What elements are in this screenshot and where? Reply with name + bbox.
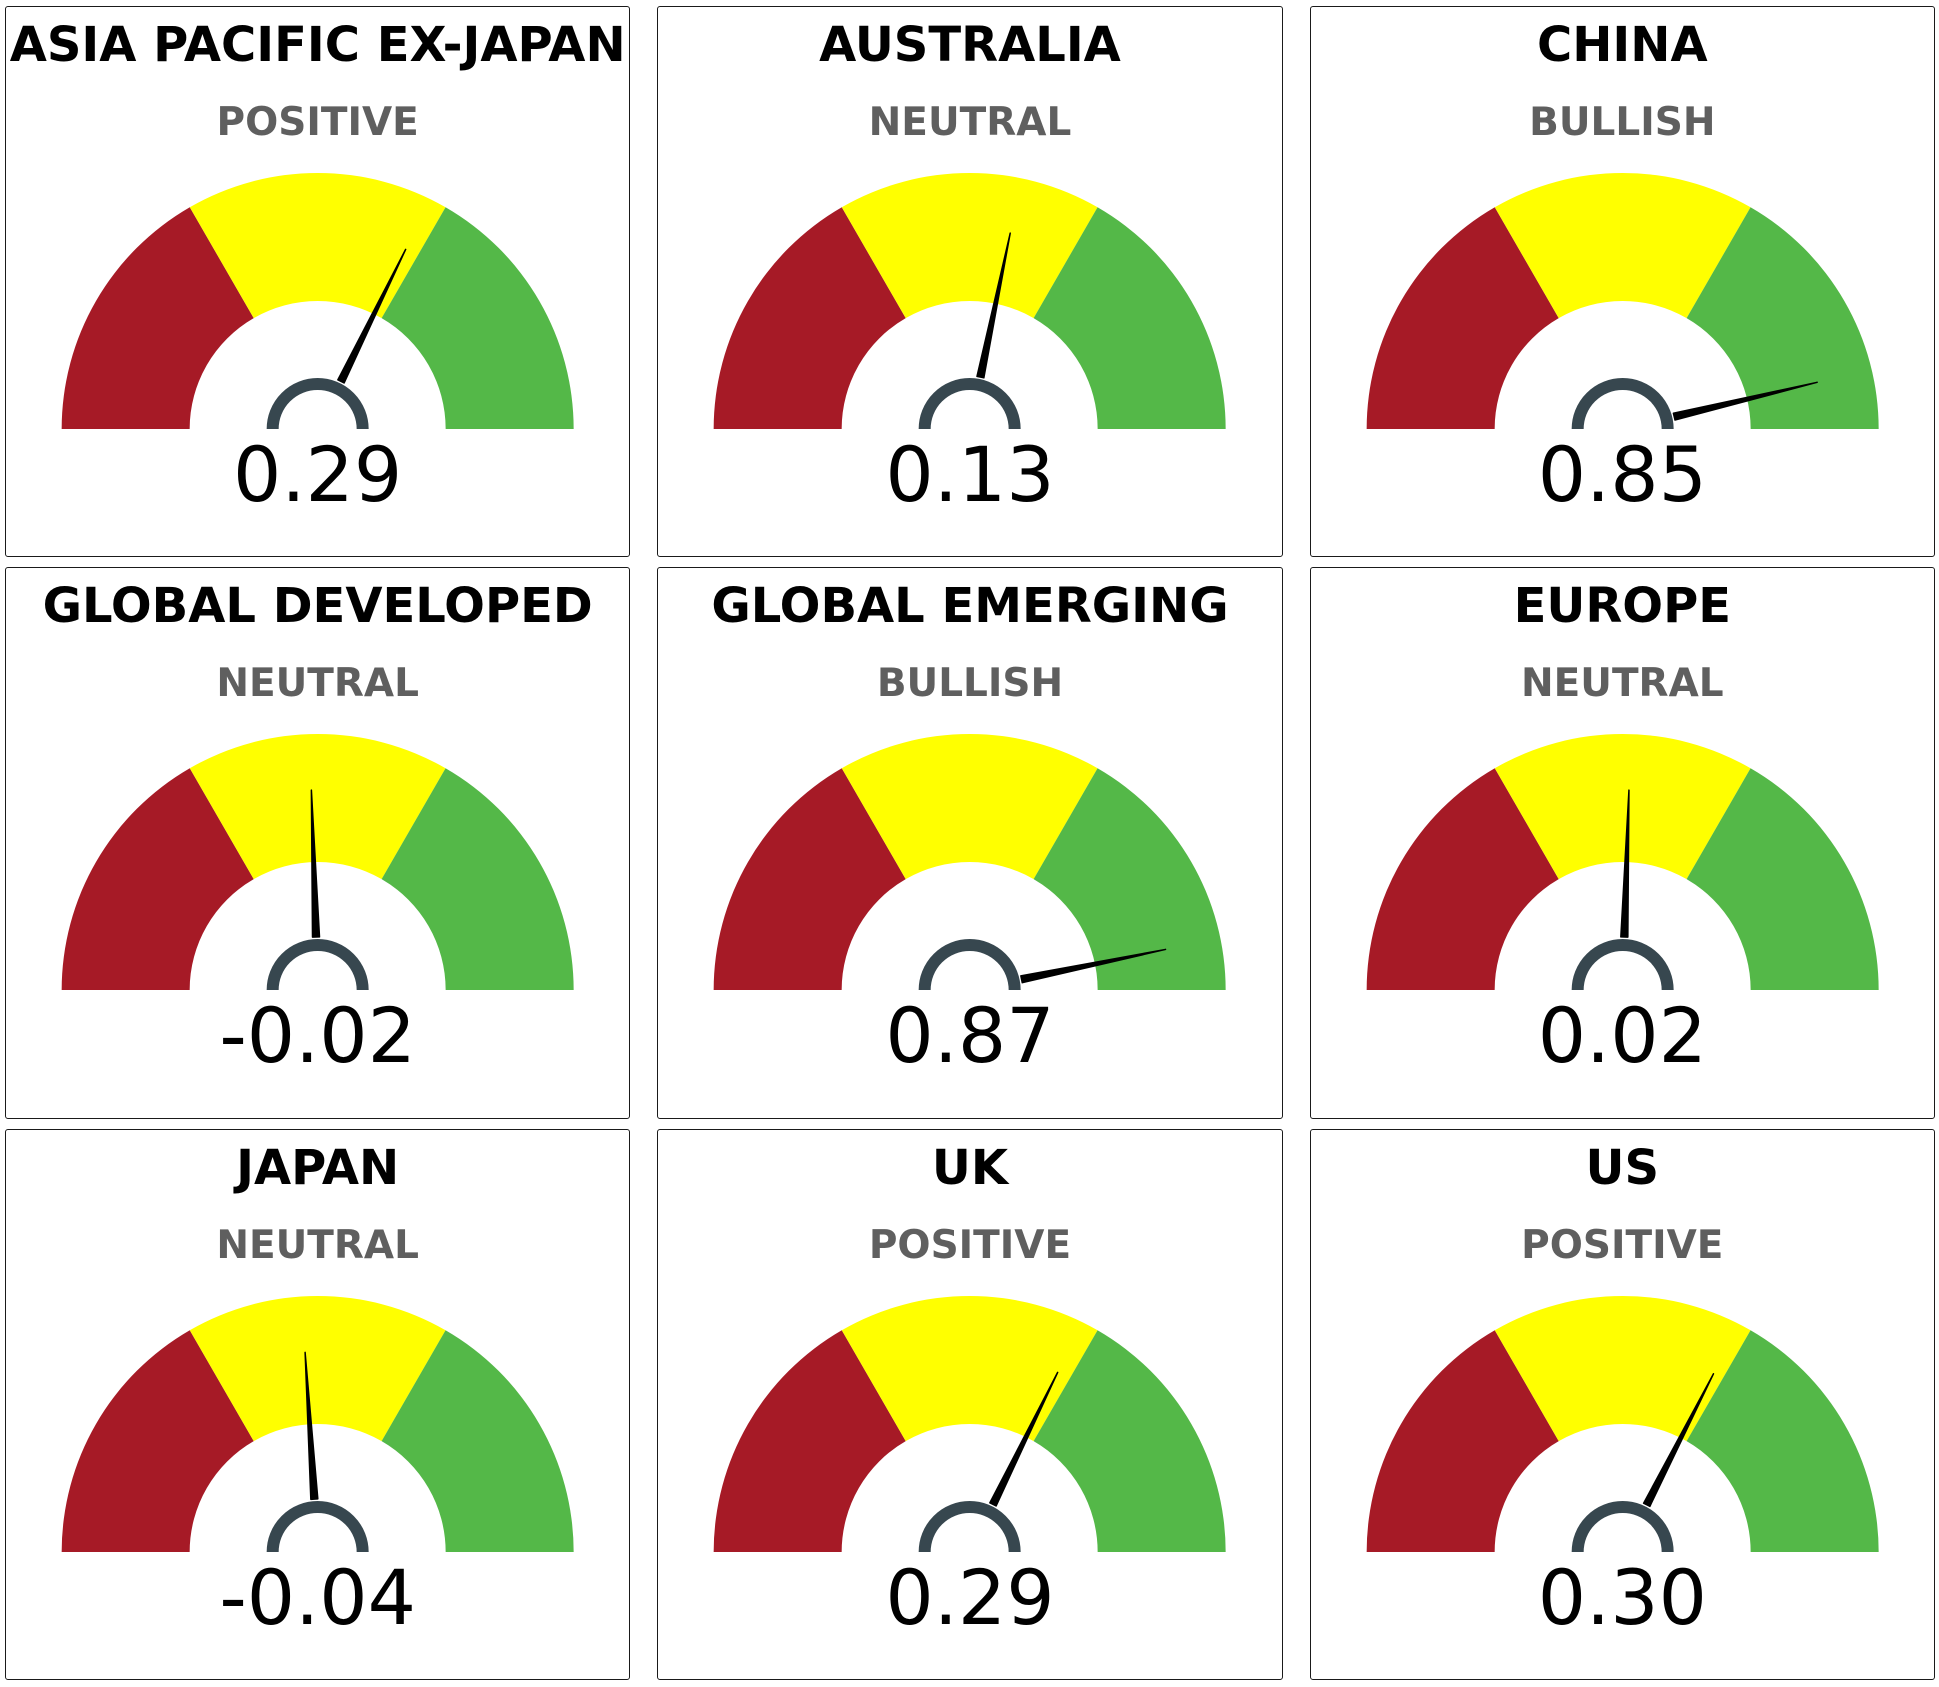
gauge-band-neutral — [842, 734, 1098, 880]
gauge-band-neutral — [842, 1295, 1098, 1441]
gauge-grid: ASIA PACIFIC EX-JAPAN POSITIVE 0.29 AUST… — [5, 6, 1935, 1680]
gauge-band-bullish — [381, 207, 574, 429]
gauge-status: POSITIVE — [1521, 1222, 1724, 1268]
gauge-status: POSITIVE — [216, 100, 419, 145]
gauge-title: EUROPE — [1513, 578, 1732, 635]
gauge-band-neutral — [1494, 734, 1751, 880]
gauge-hub — [1571, 939, 1674, 991]
gauge-card-japan: JAPAN NEUTRAL -0.04 — [5, 1128, 631, 1680]
gauge-hub — [266, 1500, 369, 1552]
gauge-title: US — [1585, 1139, 1660, 1196]
gauge-chart — [713, 734, 1226, 991]
gauge-card-china: CHINA BULLISH 0.85 — [1309, 6, 1935, 558]
gauge-status: BULLISH — [876, 661, 1064, 707]
gauge-needle — [337, 248, 407, 384]
gauge-band-bullish — [1686, 207, 1879, 429]
gauge-band-neutral — [842, 172, 1098, 319]
gauge-chart — [713, 1295, 1226, 1552]
gauge-hub — [918, 378, 1021, 430]
gauge-status: NEUTRAL — [216, 1222, 419, 1268]
gauge-status: POSITIVE — [868, 1222, 1072, 1268]
gauge-value: 0.02 — [1537, 991, 1707, 1081]
gauge-status: NEUTRAL — [1521, 661, 1724, 707]
gauge-chart — [61, 172, 574, 430]
gauge-chart — [1366, 1295, 1879, 1552]
gauge-hub — [918, 939, 1021, 991]
gauge-hub — [1571, 378, 1674, 430]
gauge-band-bullish — [1033, 1329, 1226, 1552]
gauge-band-bearish — [1366, 207, 1559, 429]
gauge-needle — [1619, 789, 1630, 939]
gauge-value: 0.87 — [885, 991, 1055, 1081]
gauge-needle — [1672, 381, 1818, 421]
gauge-title: UK — [931, 1139, 1009, 1196]
gauge-title: ASIA PACIFIC EX-JAPAN — [9, 17, 626, 73]
gauge-value: 0.13 — [885, 430, 1055, 519]
gauge-card-global-developed: GLOBAL DEVELOPED NEUTRAL -0.02 — [5, 567, 631, 1119]
gauge-value: 0.29 — [233, 430, 403, 519]
gauge-title: GLOBAL DEVELOPED — [42, 578, 593, 635]
gauge-band-bullish — [381, 1329, 574, 1552]
gauge-hub — [266, 939, 369, 991]
gauge-card-europe: EUROPE NEUTRAL 0.02 — [1309, 567, 1935, 1119]
gauge-hub — [918, 1500, 1021, 1552]
gauge-band-bearish — [1366, 1329, 1559, 1552]
gauge-value: 0.85 — [1537, 430, 1707, 519]
gauge-band-bearish — [61, 1329, 254, 1552]
gauge-status: BULLISH — [1529, 100, 1716, 145]
gauge-band-bearish — [713, 768, 907, 991]
gauge-hub — [266, 378, 369, 430]
gauge-band-neutral — [189, 172, 446, 319]
gauge-band-bullish — [1686, 1329, 1879, 1552]
gauge-band-bearish — [61, 768, 254, 991]
gauge-band-bearish — [61, 207, 254, 429]
gauge-title: AUSTRALIA — [819, 17, 1121, 73]
gauge-card-asia-pacific-ex-japan: ASIA PACIFIC EX-JAPAN POSITIVE 0.29 — [5, 6, 631, 558]
gauge-card-uk: UK POSITIVE 0.29 — [657, 1128, 1283, 1680]
gauge-value: -0.04 — [219, 1552, 416, 1642]
gauge-card-global-emerging: GLOBAL EMERGING BULLISH 0.87 — [657, 567, 1283, 1119]
gauge-title: GLOBAL EMERGING — [711, 578, 1229, 635]
gauge-chart — [1366, 734, 1879, 991]
gauge-needle — [304, 1351, 319, 1500]
gauge-band-bullish — [1033, 768, 1226, 991]
gauge-needle — [310, 789, 321, 939]
gauge-band-neutral — [189, 1295, 446, 1441]
gauge-band-neutral — [1494, 1295, 1751, 1441]
gauge-needle — [989, 1371, 1059, 1507]
gauge-value: 0.29 — [885, 1552, 1055, 1642]
gauge-value: -0.02 — [219, 991, 416, 1081]
gauge-band-bullish — [1686, 768, 1879, 991]
gauge-title: CHINA — [1537, 17, 1708, 73]
gauge-status: NEUTRAL — [216, 661, 419, 707]
gauge-band-bullish — [381, 768, 574, 991]
gauge-status: NEUTRAL — [868, 100, 1072, 145]
gauge-chart — [61, 734, 574, 991]
gauge-card-australia: AUSTRALIA NEUTRAL 0.13 — [657, 6, 1283, 558]
gauge-band-bearish — [713, 1329, 907, 1552]
gauge-band-neutral — [189, 734, 446, 880]
gauge-card-us: US POSITIVE 0.30 — [1309, 1128, 1935, 1680]
gauge-band-bearish — [1366, 768, 1559, 991]
gauge-band-neutral — [1494, 172, 1751, 319]
gauge-band-bullish — [1033, 207, 1226, 429]
gauge-chart — [61, 1295, 574, 1552]
gauge-needle — [976, 232, 1012, 379]
gauge-title: JAPAN — [236, 1139, 400, 1196]
gauge-band-bearish — [713, 207, 907, 429]
gauge-needle — [1020, 949, 1167, 984]
gauge-needle — [1642, 1372, 1714, 1507]
gauge-value: 0.30 — [1537, 1552, 1707, 1642]
gauge-chart — [713, 172, 1226, 430]
gauge-chart — [1366, 172, 1879, 430]
gauge-hub — [1571, 1500, 1674, 1552]
